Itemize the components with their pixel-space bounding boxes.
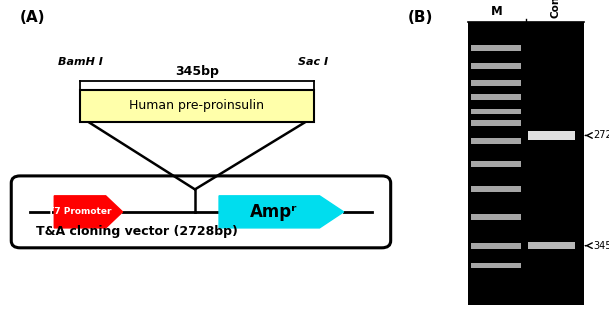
- Bar: [468, 22, 584, 305]
- Bar: [471, 45, 521, 51]
- Text: T&A cloning vector (2728bp): T&A cloning vector (2728bp): [36, 225, 238, 238]
- Bar: [528, 242, 575, 249]
- Text: Human pre-proinsulin: Human pre-proinsulin: [130, 100, 264, 112]
- Text: (A): (A): [20, 10, 46, 25]
- Bar: [471, 108, 521, 114]
- FancyBboxPatch shape: [11, 176, 391, 248]
- Text: BamH I: BamH I: [58, 57, 103, 67]
- Bar: [80, 90, 314, 122]
- FancyArrow shape: [219, 196, 343, 228]
- Text: Construct: Construct: [550, 0, 560, 18]
- Bar: [471, 80, 521, 86]
- Text: (B): (B): [408, 10, 434, 25]
- Text: M: M: [491, 5, 503, 18]
- Bar: [471, 63, 521, 69]
- Text: 2728bp: 2728bp: [593, 130, 609, 141]
- Text: T7 Promoter: T7 Promoter: [48, 207, 111, 216]
- Text: 345bp: 345bp: [593, 241, 609, 251]
- Bar: [471, 138, 521, 144]
- Bar: [471, 186, 521, 192]
- Text: Sac I: Sac I: [298, 57, 329, 67]
- Bar: [471, 94, 521, 100]
- Bar: [471, 214, 521, 220]
- Bar: [471, 243, 521, 248]
- FancyArrow shape: [54, 196, 122, 228]
- Bar: [471, 263, 521, 268]
- Text: Ampʳ: Ampʳ: [250, 203, 297, 221]
- Bar: [471, 161, 521, 167]
- Bar: [528, 131, 575, 140]
- Bar: [471, 120, 521, 126]
- Text: 345bp: 345bp: [175, 65, 219, 78]
